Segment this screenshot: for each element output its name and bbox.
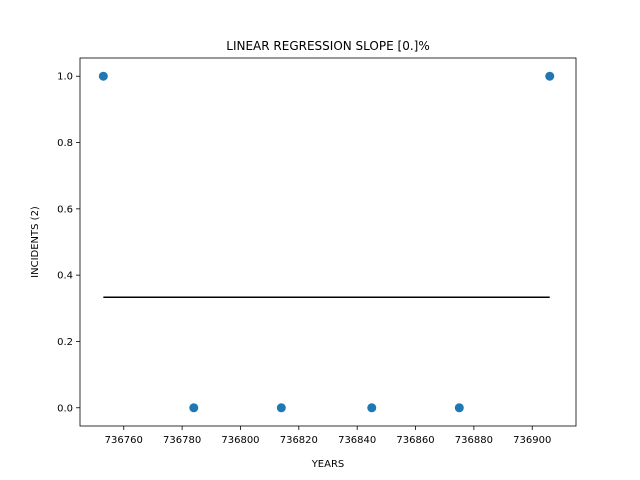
y-tick-label: 0.8 (57, 138, 73, 149)
plot-area: 736760 736780 736800 736820 736840 736860 7368… (57, 57, 577, 446)
x-tick-label: 736880 (455, 435, 493, 446)
x-tick-label: 736760 (105, 435, 143, 446)
x-tick-label: 736820 (280, 435, 318, 446)
y-tick-label: 0.2 (57, 337, 73, 348)
x-tick-label: 736780 (163, 435, 201, 446)
x-axis-title: YEARS (311, 459, 345, 470)
data-point (545, 71, 555, 81)
plot-frame (79, 57, 577, 427)
chart-title: LINEAR REGRESSION SLOPE [0.]% (226, 39, 429, 53)
x-tick-label: 736860 (396, 435, 434, 446)
x-tick-label: 736800 (221, 435, 259, 446)
x-tick-label: 736900 (513, 435, 551, 446)
data-point (98, 71, 108, 81)
y-tick-label: 0.6 (57, 204, 73, 215)
data-point (276, 403, 286, 413)
y-tick-label: 1.0 (57, 72, 73, 83)
data-point (367, 403, 377, 413)
y-axis-title: INCIDENTS (2) (30, 206, 41, 278)
y-tick-label: 0.0 (57, 403, 73, 414)
y-tick-label: 0.4 (57, 271, 73, 282)
x-tick-label: 736840 (338, 435, 376, 446)
data-point (189, 403, 199, 413)
data-point (454, 403, 464, 413)
